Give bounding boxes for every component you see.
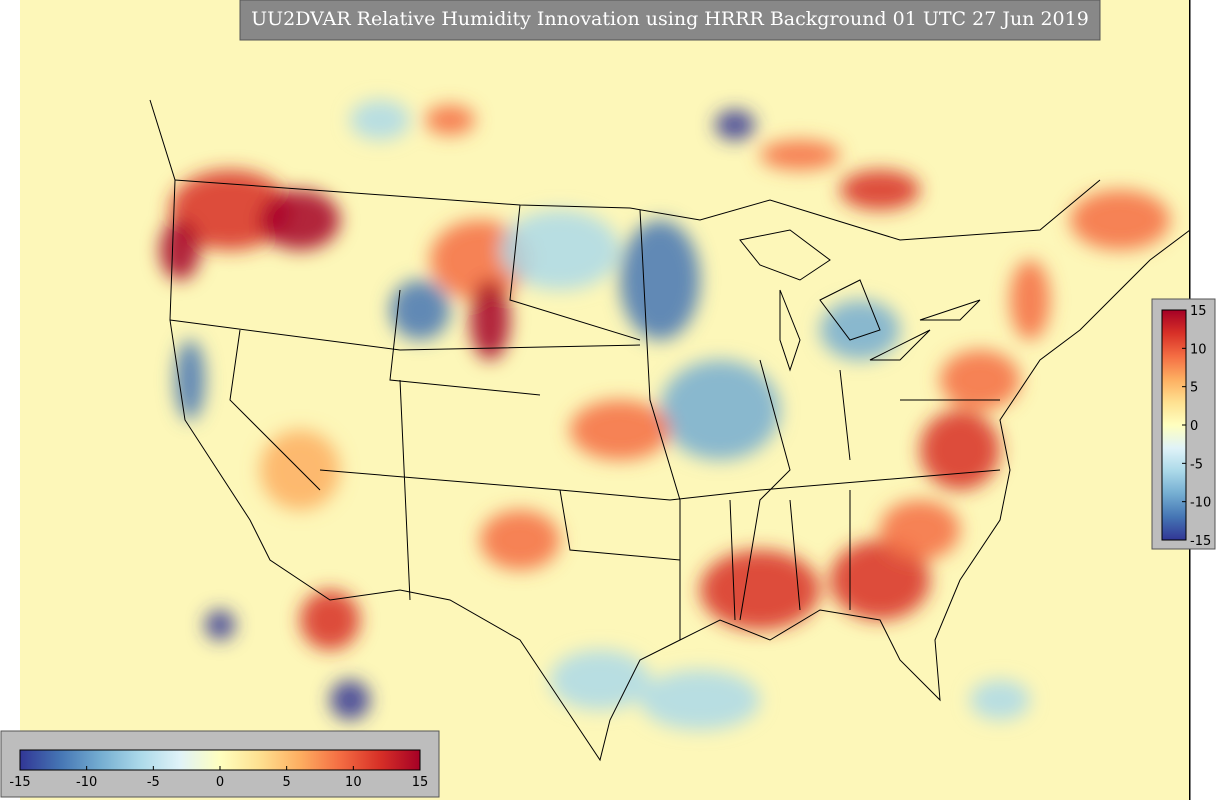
- field-patch: [820, 300, 900, 360]
- tick-label: -5: [147, 775, 160, 790]
- tick-label: 0: [1190, 419, 1198, 434]
- field-patch: [480, 510, 560, 570]
- field-patch: [300, 590, 360, 650]
- field-patch: [170, 170, 290, 250]
- field-patch: [880, 500, 960, 560]
- field-patch: [160, 220, 200, 280]
- title: UU2DVAR Relative Humidity Innovation usi…: [251, 8, 1089, 30]
- boundaries: [149, 99, 1190, 762]
- tick-label: 10: [1190, 342, 1207, 357]
- field-patch: [640, 670, 760, 730]
- field-patch: [715, 110, 755, 140]
- state-lines: [169, 204, 1001, 640]
- tick-label: 15: [1190, 304, 1207, 319]
- field-patch: [830, 540, 930, 620]
- field-patch: [660, 360, 780, 460]
- field-patch: [840, 170, 920, 210]
- field-patch: [700, 550, 820, 630]
- field-patch: [390, 280, 450, 340]
- lakes: [739, 229, 981, 372]
- field-patch: [205, 610, 235, 640]
- field-patch: [920, 410, 1000, 490]
- title-box: [239, 0, 1101, 41]
- tick-label: 0: [216, 775, 224, 790]
- tick-label: 5: [283, 775, 291, 790]
- field-patch: [570, 400, 670, 460]
- tick-label: -15: [1190, 534, 1211, 549]
- coastline: [149, 99, 1190, 762]
- field-patch: [500, 210, 620, 290]
- colorbar-ticks: 15 10 5 0 -5 -10 -15: [1182, 304, 1211, 549]
- field-patch: [350, 100, 410, 140]
- field-patch: [620, 220, 700, 340]
- field-patch: [260, 190, 340, 250]
- tick-label: -5: [1190, 457, 1203, 472]
- colorbar-ticks: -15 -10 -5 0 5 10 15: [9, 766, 428, 790]
- tick-label: -10: [1190, 496, 1211, 511]
- field-patch: [425, 105, 475, 135]
- tick-label: 10: [345, 775, 362, 790]
- field-patch: [470, 280, 510, 360]
- field-patch: [940, 350, 1020, 410]
- tick-label: -15: [9, 775, 30, 790]
- field-patch: [760, 140, 840, 170]
- field-patch: [970, 680, 1030, 720]
- field-patch: [1010, 260, 1050, 340]
- field-patch: [550, 650, 650, 710]
- field-patch: [1070, 190, 1170, 250]
- tick-label: 5: [1190, 381, 1198, 396]
- field-patch: [330, 680, 370, 720]
- border: [174, 179, 1101, 241]
- tick-label: 15: [412, 775, 429, 790]
- tick-label: -10: [76, 775, 97, 790]
- map-area: [20, 0, 1190, 800]
